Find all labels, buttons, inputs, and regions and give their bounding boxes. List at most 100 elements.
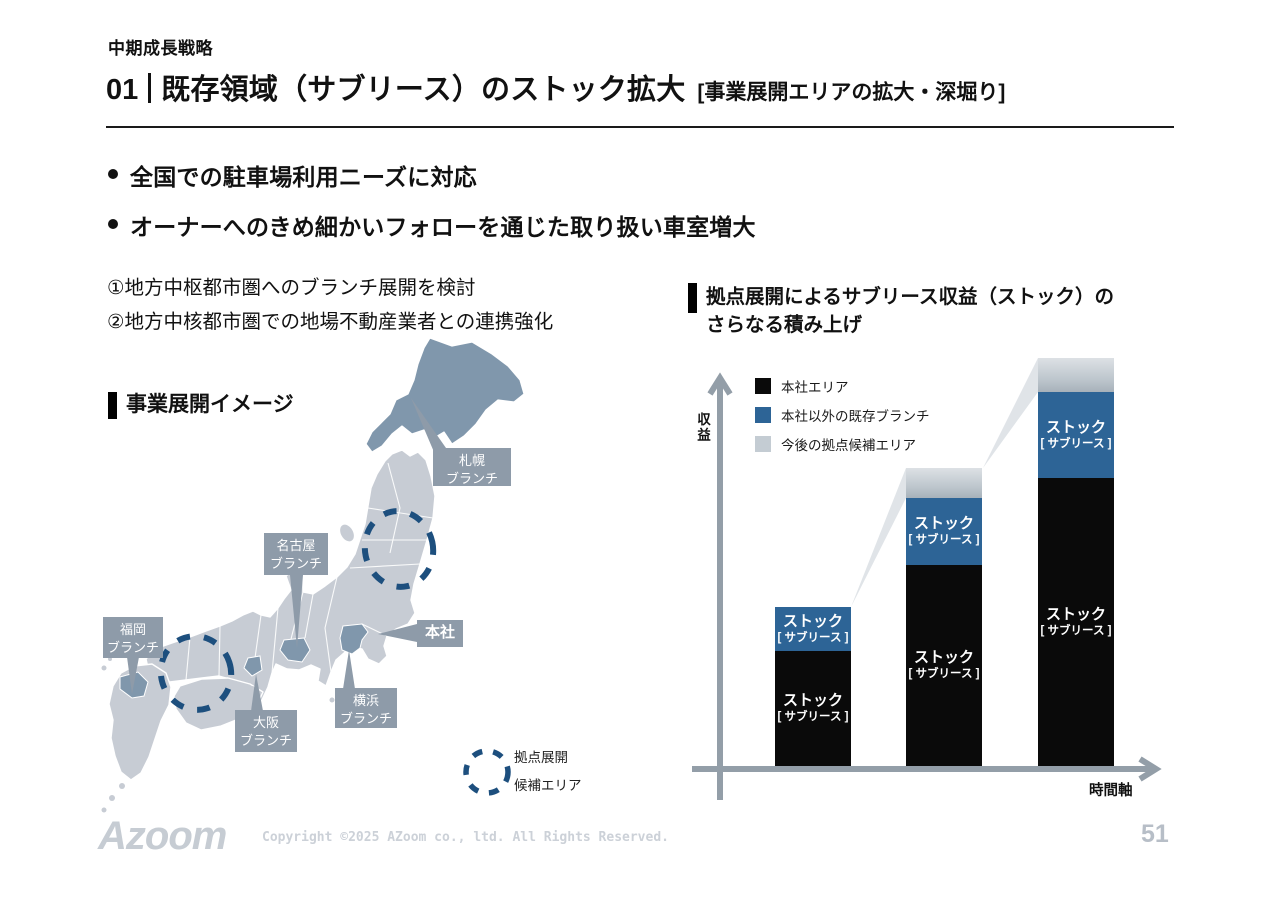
map-label-text: 札幌 — [458, 453, 485, 468]
map-hokkaido-highlight — [365, 337, 525, 453]
bullet-item: オーナーへのきめ細かいフォローを通じた取り扱い車室増大 — [108, 208, 756, 242]
legend-text: 拠点展開 — [514, 750, 568, 765]
segment-label-line2: [ サブリース ] — [908, 668, 980, 681]
map-highlighted-prefectures — [119, 623, 369, 699]
map-label-yokohama: 横浜 ブランチ — [335, 688, 397, 728]
map-label-osaka: 大阪 ブランチ — [235, 710, 297, 752]
legend-text: 候補エリア — [514, 777, 582, 793]
legend-label: 今後の拠点候補エリア — [781, 438, 916, 453]
bullet-item: 全国での駐車場利用ニーズに対応 — [108, 158, 756, 192]
header-rule — [106, 126, 1174, 128]
legend-swatch-hq — [755, 378, 771, 394]
japan-map — [101, 337, 525, 813]
map-label-text: ブランチ — [239, 733, 292, 749]
slide-eyebrow: 中期成長戦略 — [108, 39, 213, 58]
point-item: ②地方中核都市圏での地場不動産業者との連携強化 — [107, 311, 554, 334]
candidate-legend-circle — [463, 748, 511, 796]
chart-axes — [692, 372, 1162, 800]
map-aichi — [279, 637, 311, 663]
legend-row: 本社以外の既存ブランチ — [755, 405, 930, 425]
map-label-text: 大阪 — [252, 715, 279, 730]
legend-row: 本社エリア — [755, 376, 930, 396]
map-small-islands — [101, 524, 354, 813]
bar-segment-hq: ストック[ サブリース ] — [775, 651, 851, 766]
candidate-circle-tohoku — [361, 508, 437, 590]
bar-segment-branch: ストック[ サブリース ] — [1038, 392, 1114, 478]
map-label-fukuoka: 福岡 ブランチ — [103, 617, 163, 658]
legend-label: 本社以外の既存ブランチ — [781, 409, 930, 424]
map-label-text: ブランチ — [339, 711, 392, 727]
map-label-text: ブランチ — [106, 640, 159, 656]
title-note: [事業展開エリアの拡大・深堀り] — [697, 81, 1006, 104]
copyright-text: Copyright ©2025 AZoom co., ltd. All Righ… — [262, 830, 669, 845]
numbered-points: ①地方中枢都市圏へのブランチ展開を検討 ②地方中核都市圏での地場不動産業者との連… — [107, 271, 553, 339]
chart-canvas — [692, 358, 1162, 800]
bar-segment-branch: ストック[ サブリース ] — [775, 607, 851, 651]
segment-label-line1: ストック — [782, 692, 843, 710]
bullet-text: オーナーへのきめ細かいフォローを通じた取り扱い車室増大 — [130, 214, 756, 240]
azoom-logo: Azoom — [98, 814, 227, 858]
point-item: ①地方中枢都市圏へのブランチ展開を検討 — [107, 277, 476, 299]
title-main: 既存領域（サブリース）のストック拡大 — [161, 74, 686, 106]
bar-segment-candidate — [906, 468, 982, 498]
map-label-sapporo: 札幌 ブランチ — [433, 448, 511, 486]
bar-segment-hq: ストック[ サブリース ] — [906, 565, 982, 766]
title-number: 01 — [106, 74, 139, 106]
section-title-bar — [108, 392, 117, 419]
title-divider — [148, 73, 152, 103]
map-label-text: 名古屋 — [276, 538, 316, 553]
legend-label: 本社エリア — [781, 380, 849, 395]
map-section-title: 事業展開イメージ — [108, 392, 294, 419]
y-axis-label: 収益 — [695, 412, 710, 443]
legend-swatch-branches — [755, 407, 771, 423]
chart-title-line2: さらなる積み上げ — [706, 314, 863, 337]
bullet-dot — [108, 219, 118, 229]
chart-bar-1: ストック[ サブリース ] ストック[ サブリース ] — [775, 607, 851, 766]
map-label-nagoya: 名古屋 ブランチ — [264, 533, 328, 575]
legend-row: 今後の拠点候補エリア — [755, 434, 930, 454]
bullet-text: 全国での駐車場利用ニーズに対応 — [130, 164, 477, 190]
segment-label-line1: ストック — [913, 649, 974, 667]
chart-bar-3: ストック[ サブリース ] ストック[ サブリース ] — [1038, 358, 1114, 766]
segment-label-line2: [ サブリース ] — [1040, 437, 1112, 450]
bar-segment-branch: ストック[ サブリース ] — [906, 498, 982, 565]
legend-swatch-candidates — [755, 436, 771, 452]
map-tokyo-kanagawa — [339, 623, 369, 655]
map-fukuoka — [119, 671, 149, 699]
bar-segment-candidate — [1038, 358, 1114, 392]
candidate-circle-setouchi — [157, 633, 235, 713]
map-label-text: 本社 — [424, 624, 455, 641]
chart-legend: 本社エリア 本社以外の既存ブランチ 今後の拠点候補エリア — [755, 376, 930, 463]
growth-wedge-2 — [983, 358, 1038, 468]
chart-section-title: 拠点展開によるサブリース収益（ストック）の さらなる積み上げ — [688, 283, 1114, 340]
segment-label-line2: [ サブリース ] — [908, 534, 980, 547]
page-title: 01 既存領域（サブリース）のストック拡大 [事業展開エリアの拡大・深堀り] — [106, 66, 1005, 108]
segment-label-line2: [ サブリース ] — [777, 711, 849, 724]
segment-label-line1: ストック — [782, 612, 843, 630]
section-title-bar — [688, 283, 697, 313]
segment-label-line1: ストック — [1045, 418, 1106, 436]
segment-label-line2: [ サブリース ] — [777, 631, 849, 644]
map-label-tails — [127, 398, 446, 711]
map-label-text: ブランチ — [445, 471, 498, 487]
map-honshu — [145, 449, 436, 716]
x-axis-label: 時間軸 — [1089, 783, 1133, 799]
chart-title-line1: 拠点展開によるサブリース収益（ストック）の — [706, 286, 1114, 308]
map-label-honsha: 本社 — [417, 620, 463, 647]
section-title-text: 事業展開イメージ — [126, 393, 294, 416]
chart-bar-2: ストック[ サブリース ] ストック[ サブリース ] — [906, 468, 982, 766]
bullet-dot — [108, 169, 118, 179]
map-osaka — [243, 655, 263, 677]
segment-label-line1: ストック — [913, 515, 974, 533]
segment-label-line2: [ サブリース ] — [1040, 624, 1112, 637]
page-number: 51 — [1141, 820, 1169, 848]
candidate-area-legend: 拠点展開 候補エリア — [514, 744, 582, 799]
candidate-area-circles — [157, 508, 437, 713]
growth-wedge-1 — [851, 468, 906, 607]
bar-segment-hq: ストック[ サブリース ] — [1038, 478, 1114, 766]
map-label-text: ブランチ — [269, 556, 322, 572]
key-bullets: 全国での駐車場利用ニーズに対応 オーナーへのきめ細かいフォローを通じた取り扱い車… — [108, 158, 756, 258]
map-label-text: 福岡 — [119, 622, 146, 637]
map-label-text: 横浜 — [352, 693, 379, 708]
segment-label-line1: ストック — [1045, 605, 1106, 623]
